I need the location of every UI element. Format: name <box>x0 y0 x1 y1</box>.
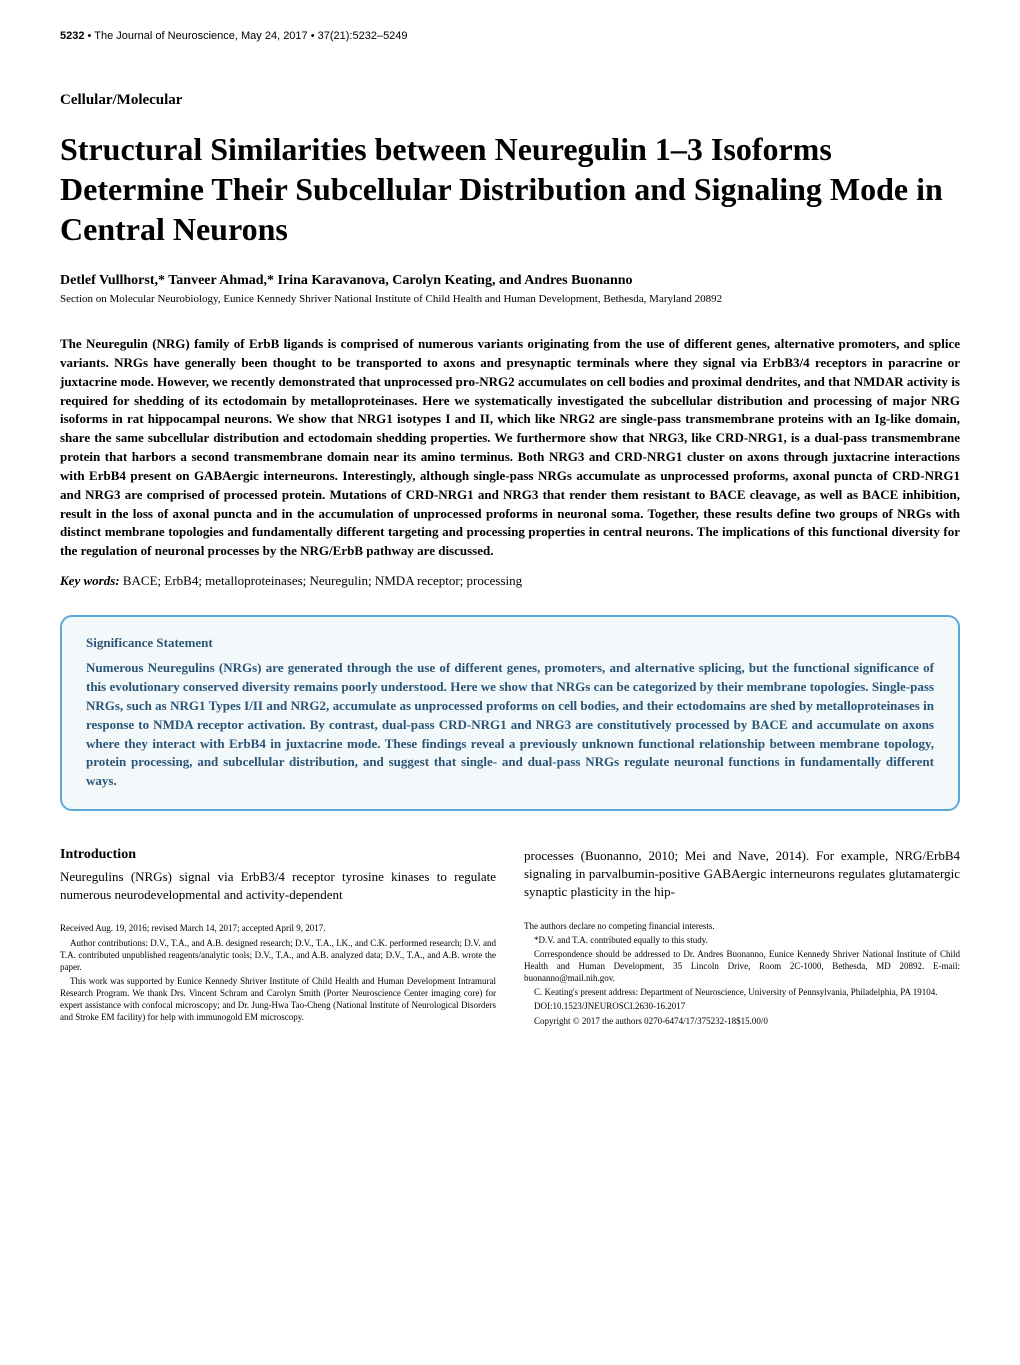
footnotes-left: Received Aug. 19, 2016; revised March 14… <box>60 922 496 1023</box>
footnote-present: C. Keating's present address: Department… <box>524 986 960 998</box>
footnote-copyright: Copyright © 2017 the authors 0270-6474/1… <box>524 1015 960 1027</box>
keywords: Key words: BACE; ErbB4; metalloproteinas… <box>60 573 960 589</box>
footnote-equal: *D.V. and T.A. contributed equally to th… <box>524 934 960 946</box>
article-title: Structural Similarities between Neuregul… <box>60 129 960 249</box>
journal-info: The Journal of Neuroscience, May 24, 201… <box>94 30 407 42</box>
affiliation: Section on Molecular Neurobiology, Eunic… <box>60 293 960 305</box>
footnote-correspondence: Correspondence should be addressed to Dr… <box>524 948 960 984</box>
footnote-support: This work was supported by Eunice Kenned… <box>60 975 496 1024</box>
abstract: The Neuregulin (NRG) family of ErbB liga… <box>60 335 960 561</box>
authors: Detlef Vullhorst,* Tanveer Ahmad,* Irina… <box>60 273 960 289</box>
introduction-section: Introduction Neuregulins (NRGs) signal v… <box>60 847 960 1029</box>
footnote-doi: DOI:10.1523/JNEUROSCI.2630-16.2017 <box>524 1000 960 1012</box>
keywords-label: Key words: <box>60 573 120 588</box>
section-label: Cellular/Molecular <box>60 92 960 109</box>
significance-statement-box: Significance Statement Numerous Neuregul… <box>60 615 960 811</box>
footnote-received: Received Aug. 19, 2016; revised March 14… <box>60 922 496 934</box>
keywords-text: BACE; ErbB4; metalloproteinases; Neuregu… <box>123 573 522 588</box>
footnotes-right: The authors declare no competing financi… <box>524 920 960 1027</box>
introduction-heading: Introduction <box>60 847 496 863</box>
right-column: processes (Buonanno, 2010; Mei and Nave,… <box>524 847 960 1029</box>
intro-left-text: Neuregulins (NRGs) signal via ErbB3/4 re… <box>60 868 496 904</box>
page-header: 5232 • The Journal of Neuroscience, May … <box>60 30 960 42</box>
intro-right-text: processes (Buonanno, 2010; Mei and Nave,… <box>524 847 960 902</box>
page-number: 5232 <box>60 30 84 42</box>
footnote-contributions: Author contributions: D.V., T.A., and A.… <box>60 937 496 973</box>
significance-text: Numerous Neuregulins (NRGs) are generate… <box>86 659 934 791</box>
left-column: Introduction Neuregulins (NRGs) signal v… <box>60 847 496 1029</box>
footnote-competing: The authors declare no competing financi… <box>524 920 960 932</box>
significance-heading: Significance Statement <box>86 635 934 651</box>
